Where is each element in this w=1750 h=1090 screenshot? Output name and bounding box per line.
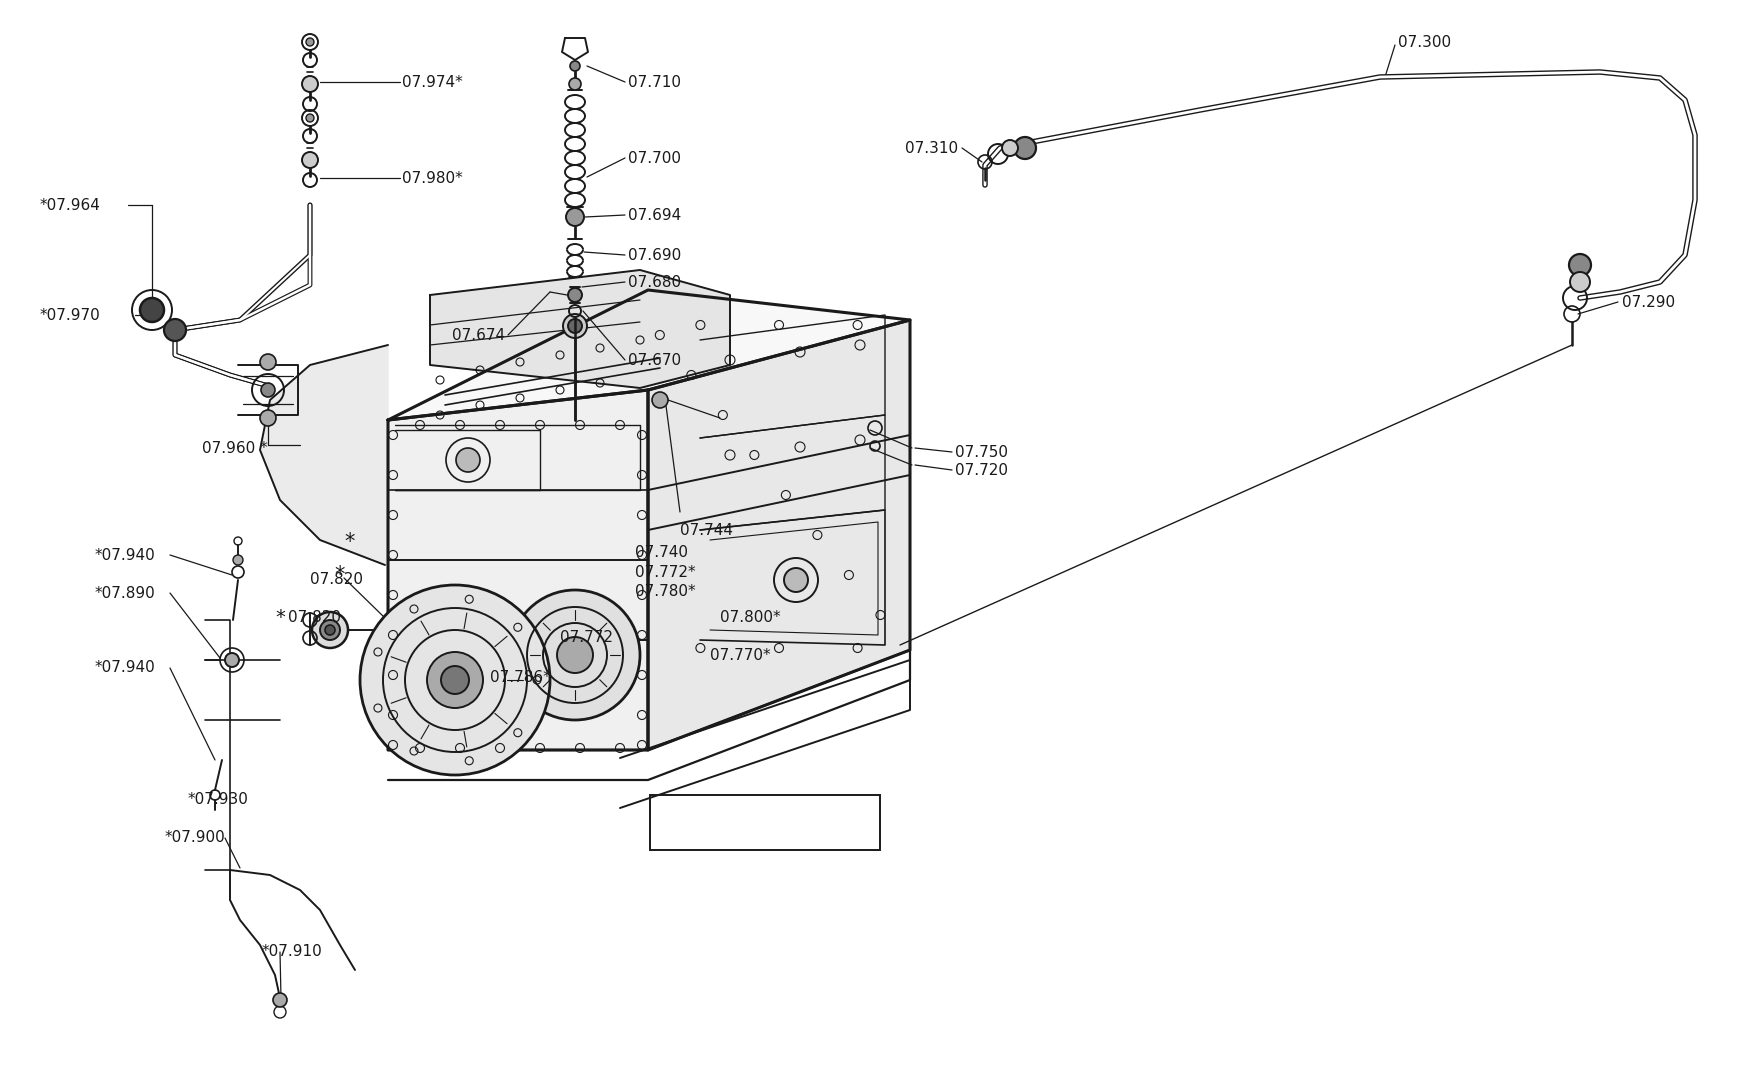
Text: *: * (334, 565, 345, 585)
Text: 07.710: 07.710 (628, 74, 681, 89)
Circle shape (564, 314, 586, 338)
Circle shape (303, 152, 318, 168)
Circle shape (261, 383, 275, 397)
Circle shape (140, 298, 164, 322)
Circle shape (303, 76, 318, 92)
Text: 07.700: 07.700 (628, 150, 681, 166)
Circle shape (306, 38, 313, 46)
Text: 07.750: 07.750 (956, 445, 1008, 460)
Text: 07.690: 07.690 (628, 247, 681, 263)
Text: 07.300: 07.300 (1398, 35, 1451, 49)
Text: *07.910: *07.910 (262, 945, 322, 959)
Text: *: * (345, 532, 355, 552)
Text: *07.940: *07.940 (94, 547, 156, 562)
Text: 07.744: 07.744 (681, 522, 733, 537)
Circle shape (427, 652, 483, 708)
Polygon shape (648, 320, 910, 750)
Circle shape (509, 590, 640, 720)
Text: *07.930: *07.930 (187, 792, 248, 808)
Text: *07.890: *07.890 (94, 585, 156, 601)
Text: 07.720: 07.720 (956, 462, 1008, 477)
Text: 07.974*: 07.974* (402, 74, 462, 89)
Text: 07.310: 07.310 (905, 141, 957, 156)
Circle shape (556, 637, 593, 673)
Text: 07.670: 07.670 (628, 352, 681, 367)
Circle shape (784, 568, 808, 592)
Text: 07.740: 07.740 (635, 545, 688, 559)
Circle shape (441, 666, 469, 694)
Circle shape (360, 585, 550, 775)
Text: 07.674: 07.674 (452, 327, 506, 342)
Text: 07.694: 07.694 (628, 207, 681, 222)
Circle shape (320, 620, 340, 640)
Circle shape (226, 653, 240, 667)
Text: *07.970: *07.970 (38, 307, 100, 323)
Text: 07.772: 07.772 (560, 630, 612, 645)
Polygon shape (261, 346, 388, 565)
Circle shape (1013, 137, 1036, 159)
Text: 07.770*: 07.770* (710, 647, 770, 663)
Circle shape (1570, 254, 1591, 276)
Circle shape (164, 319, 186, 341)
Circle shape (569, 319, 583, 334)
Circle shape (457, 448, 480, 472)
Text: 07.786*: 07.786* (490, 670, 551, 686)
Circle shape (312, 611, 348, 647)
Circle shape (273, 993, 287, 1007)
Text: 07.680: 07.680 (628, 275, 681, 290)
Text: 07.960 *: 07.960 * (203, 440, 268, 456)
Circle shape (261, 410, 276, 426)
Text: 07.780*: 07.780* (635, 584, 696, 600)
Text: 07.820: 07.820 (289, 610, 341, 626)
Polygon shape (430, 270, 730, 388)
Circle shape (570, 61, 579, 71)
Circle shape (233, 555, 243, 565)
Circle shape (653, 392, 668, 408)
Text: 07.290: 07.290 (1622, 294, 1675, 310)
Text: 07.772*: 07.772* (635, 565, 696, 580)
Circle shape (261, 354, 276, 370)
Polygon shape (388, 290, 910, 420)
Circle shape (326, 625, 334, 635)
Circle shape (306, 114, 313, 122)
Bar (649, 795, 880, 850)
Text: *07.900: *07.900 (164, 831, 226, 846)
Circle shape (569, 288, 583, 302)
Text: *07.940: *07.940 (94, 661, 156, 676)
Text: *: * (275, 608, 285, 628)
Circle shape (1003, 140, 1018, 156)
Text: 07.800*: 07.800* (719, 610, 780, 626)
Text: 07.820: 07.820 (310, 572, 362, 588)
Text: *07.964: *07.964 (38, 197, 100, 213)
Circle shape (1570, 272, 1591, 292)
Polygon shape (388, 390, 648, 750)
Circle shape (569, 78, 581, 90)
Circle shape (565, 208, 584, 226)
Text: 07.980*: 07.980* (402, 170, 462, 185)
